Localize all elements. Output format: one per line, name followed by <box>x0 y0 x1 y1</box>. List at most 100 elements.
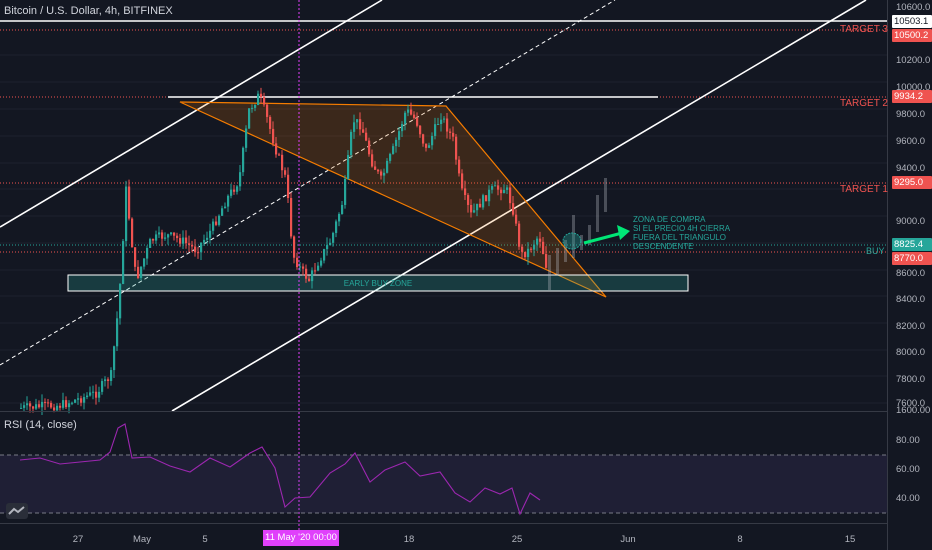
candle-body <box>197 252 200 254</box>
candle-body <box>425 143 428 148</box>
candle-body <box>50 402 53 408</box>
candle-body <box>389 153 392 161</box>
candle-body <box>542 241 545 255</box>
candle-body <box>314 270 317 272</box>
candle-body <box>392 146 395 154</box>
price-tick: 9800.0 <box>896 109 926 120</box>
candle-body <box>170 232 173 235</box>
candle-body <box>407 109 410 113</box>
candle-body <box>335 221 338 233</box>
rsi-line[interactable] <box>19 423 541 516</box>
candle-body <box>71 402 74 404</box>
candle-body <box>29 403 32 407</box>
candle-body <box>503 189 506 194</box>
candle-body <box>119 283 122 319</box>
candle-body <box>461 173 464 189</box>
candle-body <box>20 407 23 409</box>
arrow-shaft <box>583 231 623 245</box>
candle-body <box>386 160 389 173</box>
candle-body <box>452 132 455 137</box>
candle-body <box>266 104 269 117</box>
candle-body <box>86 395 89 398</box>
candle-body <box>182 237 185 244</box>
candle-body <box>323 249 326 261</box>
candle-body <box>515 214 518 224</box>
early-buy-zone[interactable] <box>67 274 689 292</box>
price-tick: 8000.0 <box>896 347 926 358</box>
price-label-top: 10503.1 <box>892 15 932 28</box>
candle-body <box>509 187 512 204</box>
candle-body <box>383 172 386 176</box>
candle-body <box>410 109 413 115</box>
candle-body <box>545 254 548 268</box>
projection-bar <box>556 248 559 275</box>
tradingview-logo-icon[interactable] <box>6 503 28 519</box>
candle-body <box>398 131 401 140</box>
projection-bar <box>604 178 607 212</box>
candle-body <box>23 405 26 408</box>
price-label-target-2: 9934.2 <box>892 90 932 103</box>
buy-zone-annotation: ZONA DE COMPRA SI EL PRECIO 4H CIERRA FU… <box>633 215 731 251</box>
candle-body <box>356 119 359 123</box>
candle-body <box>203 239 206 243</box>
candle-body <box>68 403 71 408</box>
candle-body <box>167 234 170 238</box>
early-buy-zone-label: EARLY BUY ZONE <box>343 279 413 288</box>
candle-body <box>380 171 383 176</box>
candle-body <box>302 266 305 269</box>
candle-body <box>62 400 65 408</box>
candle-body <box>137 266 140 278</box>
candle-body <box>173 232 176 236</box>
descending-triangle[interactable] <box>179 101 607 298</box>
candles-group[interactable] <box>20 87 548 416</box>
candle-body <box>152 239 155 241</box>
candle-body <box>470 204 473 213</box>
candle-body <box>290 198 293 237</box>
candle-body <box>485 195 488 202</box>
candle-body <box>200 242 203 253</box>
price-tick: 7600.0 <box>896 398 926 409</box>
candle-body <box>422 134 425 144</box>
candle-body <box>476 203 479 211</box>
target-3-label: TARGET 3 <box>840 24 888 35</box>
candle-body <box>338 214 341 222</box>
candle-body <box>458 159 461 174</box>
candle-body <box>209 230 212 238</box>
price-tick: 8200.0 <box>896 321 926 332</box>
candle-body <box>164 237 167 239</box>
candle-body <box>413 114 416 118</box>
candle-body <box>41 401 44 408</box>
candle-body <box>416 117 419 126</box>
candle-body <box>47 402 50 404</box>
candle-body <box>56 405 59 411</box>
candle-body <box>74 399 77 403</box>
candle-body <box>512 203 515 215</box>
channel-mid-line[interactable] <box>0 0 616 366</box>
candle-body <box>206 237 209 240</box>
candle-body <box>224 206 227 209</box>
channel-lower-line[interactable] <box>171 0 867 412</box>
channel-upper-line[interactable] <box>0 0 383 228</box>
candle-body <box>251 107 254 109</box>
time-tick: 15 <box>844 534 856 545</box>
candle-body <box>191 244 194 247</box>
price-tick: 8400.0 <box>896 294 926 305</box>
candle-body <box>446 118 449 132</box>
candle-body <box>179 238 182 244</box>
candle-body <box>311 270 314 282</box>
price-tick: 10600.0 <box>896 2 931 13</box>
candle-body <box>113 346 116 371</box>
candle-body <box>272 128 275 144</box>
candle-body <box>218 215 221 225</box>
time-tick: May <box>133 534 151 545</box>
candle-body <box>32 406 35 409</box>
candle-body <box>308 278 311 282</box>
candle-body <box>521 246 524 252</box>
candle-body <box>176 235 179 239</box>
candle-body <box>443 118 446 120</box>
candle-body <box>371 154 374 167</box>
candle-body <box>149 239 152 248</box>
entry-circle[interactable] <box>562 232 582 250</box>
candle-body <box>500 189 503 194</box>
